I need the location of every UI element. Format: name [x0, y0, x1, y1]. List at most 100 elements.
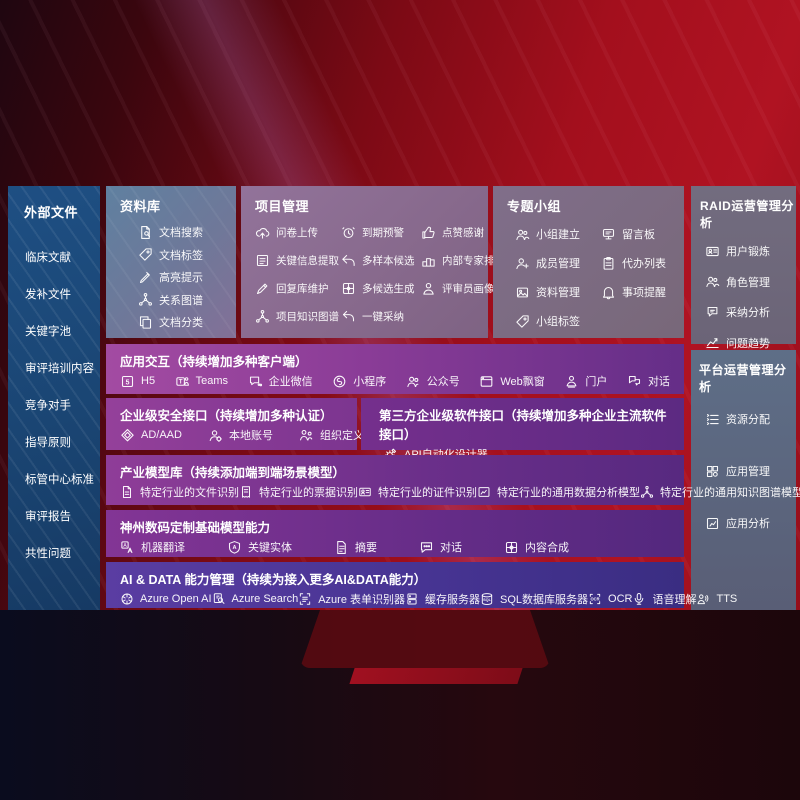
openai-icon: [120, 592, 134, 606]
item-doc-search[interactable]: 文档搜索: [138, 224, 236, 240]
sidebar-item[interactable]: 发补文件: [25, 289, 71, 301]
item-summary-doc[interactable]: 摘要: [334, 539, 377, 555]
official-account-icon: [406, 374, 421, 389]
item-graph[interactable]: 特定行业的通用知识图谱模型: [640, 484, 800, 500]
item-web-window[interactable]: Web飘窗: [479, 373, 545, 389]
item-id-card[interactable]: 特定行业的证件识别: [358, 484, 477, 500]
item-grid-gen[interactable]: 多候选生成: [341, 281, 421, 296]
item-compose[interactable]: 内容合成: [504, 539, 569, 555]
item-org-define[interactable]: 组织定义: [299, 427, 364, 443]
qa-chat-icon: [705, 305, 720, 320]
item-speech[interactable]: 语音理解: [632, 591, 696, 607]
item-alarm[interactable]: 到期预警: [341, 225, 421, 240]
item-form-recognizer[interactable]: Azure 表单识别器: [298, 591, 405, 607]
item-tts[interactable]: TTS: [696, 592, 737, 606]
adopt-arrow-icon: [341, 309, 356, 324]
item-wechat-work[interactable]: 企业微信: [248, 373, 313, 389]
speech-icon: [632, 592, 646, 606]
doc-extract-icon: [255, 253, 270, 268]
item-graph[interactable]: 项目知识图谱: [255, 309, 341, 324]
item-doc-copy[interactable]: 文档分类: [138, 314, 236, 330]
item-cloud-upload[interactable]: 问卷上传: [255, 225, 341, 240]
sidebar-item[interactable]: 竞争对手: [25, 400, 71, 412]
item-id-card[interactable]: 用户锻炼: [705, 243, 796, 259]
panel-project-management: 项目管理 问卷上传 到期预警 点赞感谢 关键信息提取 多样本候选 内部专家排名 回复库维护 多…: [241, 186, 505, 338]
item-label: 机器翻译: [141, 542, 185, 554]
row-industry-models: 产业模型库（持续添加端到端场景模型） 特定行业的文件识别 特定行业的票据识别 特定行…: [106, 455, 800, 505]
item-bbs-board[interactable]: 留言板: [601, 226, 684, 242]
item-ad-shield[interactable]: AD/AAD: [120, 428, 182, 443]
item-h5[interactable]: 5 H5: [120, 374, 155, 389]
panel-raid-analysis: RAID运营管理分析 用户锻炼 角色管理 采纳分析 问题趋势: [691, 186, 796, 350]
bbs-board-icon: [601, 227, 616, 242]
item-qa-chat[interactable]: 采纳分析: [705, 304, 796, 320]
item-photo-archive[interactable]: 资料管理: [515, 284, 601, 300]
item-people[interactable]: 角色管理: [705, 274, 796, 290]
item-people[interactable]: 小组建立: [515, 226, 601, 242]
item-official-account[interactable]: 公众号: [406, 373, 460, 389]
svg-text:A: A: [123, 542, 127, 548]
item-teams[interactable]: T Teams: [175, 374, 228, 389]
item-apps-grid[interactable]: 应用管理: [705, 463, 796, 479]
sidebar-item[interactable]: 临床文献: [25, 252, 71, 264]
item-openai[interactable]: Azure Open AI: [120, 592, 212, 606]
item-label: Web飘窗: [500, 376, 545, 388]
item-pen[interactable]: 回复库维护: [255, 281, 341, 296]
panel-title: 平台运营管理分析: [699, 363, 787, 394]
sql-db-icon: SQL: [480, 592, 494, 606]
item-chart-box[interactable]: 应用分析: [705, 515, 796, 531]
item-label: 特定行业的票据识别: [259, 487, 358, 499]
item-bell[interactable]: 事项提醒: [601, 284, 684, 300]
item-adopt-arrow[interactable]: 一键采纳: [341, 309, 421, 324]
item-portal[interactable]: 门户: [564, 373, 607, 389]
item-azure-search[interactable]: Azure Search: [212, 592, 298, 606]
item-person-add[interactable]: 成员管理: [515, 255, 601, 271]
item-tag[interactable]: 小组标签: [515, 313, 601, 329]
item-label: 特定行业的通用知识图谱模型: [660, 487, 800, 499]
row-thirdparty-software: 第三方企业级软件接口（持续增加多种企业主流软件接口） API自动化设计器: [361, 398, 684, 461]
item-translate[interactable]: A 机器翻译: [120, 539, 185, 555]
panel-repository: 资料库 文档搜索 文档标签 高亮提示 关系图谱 文档分类: [106, 186, 236, 338]
sidebar-item[interactable]: 指导原则: [25, 437, 71, 449]
todo-list-icon: [601, 256, 616, 271]
item-graph[interactable]: 关系图谱: [138, 292, 236, 308]
item-dialog[interactable]: 对话: [627, 373, 670, 389]
item-label: 多候选生成: [362, 283, 415, 295]
sidebar-item[interactable]: 标管中心标准: [25, 474, 94, 486]
sidebar-item[interactable]: 关键字池: [25, 326, 71, 338]
item-mini-program[interactable]: 小程序: [332, 373, 386, 389]
reply-arrow-icon: [341, 253, 356, 268]
item-label: 回复库维护: [276, 283, 329, 295]
monitor-stand-bar: [349, 668, 523, 684]
item-alloc-list[interactable]: 资源分配: [705, 411, 796, 427]
item-label: 文档搜索: [159, 227, 203, 239]
item-file-recog[interactable]: 特定行业的文件识别: [120, 484, 239, 500]
item-doc-extract[interactable]: 关键信息提取: [255, 253, 341, 268]
item-data-model[interactable]: 特定行业的通用数据分析模型: [477, 484, 640, 500]
id-card-icon: [705, 244, 720, 259]
item-sql-db[interactable]: SQL SQL数据库服务器: [480, 591, 588, 607]
item-chat-dots[interactable]: 对话: [419, 539, 462, 555]
sidebar-item[interactable]: 共性问题: [25, 548, 71, 560]
item-local-account[interactable]: 本地账号: [208, 427, 273, 443]
item-trend-chart[interactable]: 问题趋势: [705, 335, 796, 351]
item-tag[interactable]: 文档标签: [138, 247, 236, 263]
item-entity-shield[interactable]: A 关键实体: [227, 539, 292, 555]
item-reply-arrow[interactable]: 多样本候选: [341, 253, 421, 268]
item-ranking[interactable]: 内部专家排名: [421, 253, 505, 268]
sidebar-item[interactable]: 审评报告: [25, 511, 71, 523]
id-card-icon: [358, 485, 372, 499]
item-label: 文档标签: [159, 249, 203, 262]
tts-icon: [696, 592, 710, 606]
item-highlighter[interactable]: 高亮提示: [138, 269, 236, 285]
item-cache-server[interactable]: 缓存服务器: [405, 591, 480, 607]
item-ocr[interactable]: OCR OCR: [588, 592, 632, 606]
interaction-items: 5 H5 T Teams 企业微信 小程序 公众号 Web飘窗 门户 对话: [106, 370, 684, 389]
item-receipt[interactable]: 特定行业的票据识别: [239, 484, 358, 500]
graph-icon: [640, 485, 654, 499]
item-thumb-up[interactable]: 点赞感谢: [421, 225, 505, 240]
file-recog-icon: [120, 485, 134, 499]
item-todo-list[interactable]: 代办列表: [601, 255, 684, 271]
item-person[interactable]: 评审员画像: [421, 281, 505, 296]
sidebar-item[interactable]: 审评培训内容: [25, 363, 94, 375]
